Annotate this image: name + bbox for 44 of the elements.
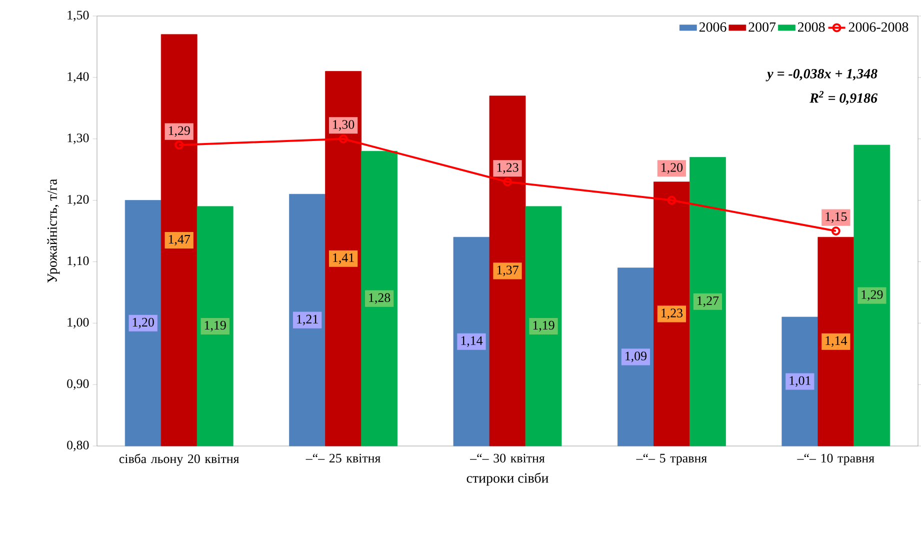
x-tick-label: –“– 10 травня: [797, 454, 874, 466]
y-tick-label: 0,90: [67, 379, 89, 390]
data-label: 1,30: [333, 120, 354, 131]
x-tick-label: –“– 30 квітня: [470, 454, 545, 463]
legend-label: 2006-2008: [848, 22, 908, 32]
y-tick-label: 1,50: [68, 10, 89, 22]
x-tick-label: –“– 5 травня: [636, 454, 707, 466]
data-label: 1,09: [626, 352, 646, 362]
y-tick-label: 0,80: [67, 440, 89, 452]
legend-label: 2008: [798, 22, 825, 32]
data-label: 1,23: [497, 163, 518, 174]
legend-label: 2006: [699, 22, 726, 32]
x-axis-title: стироки сівби: [466, 472, 548, 486]
y-tick-label: 1,10: [68, 256, 89, 268]
data-label: 1,23: [662, 308, 683, 320]
point: [338, 134, 348, 144]
data-label: 1,41: [333, 253, 354, 264]
data-label: 1,21: [297, 314, 318, 326]
data-label: 1,37: [497, 266, 518, 276]
data-label: 1,29: [862, 290, 883, 301]
legend-label: 2007: [748, 22, 776, 32]
data-label: 1,20: [132, 318, 154, 328]
data-label: 1,14: [826, 336, 848, 347]
data-label: 1,20: [662, 163, 683, 174]
data-label: 1,27: [698, 296, 719, 307]
x-tick-label: сівба льону 20 квітня: [119, 454, 240, 466]
annotation: y = -0,038x + 1,348: [766, 68, 878, 82]
y-tick-label: 1,40: [68, 72, 89, 83]
point: [667, 196, 676, 205]
data-label: 1,28: [369, 293, 390, 304]
data-label: 1,15: [826, 212, 847, 223]
y-tick-label: 1,00: [68, 318, 89, 328]
y-tick-label: 1,20: [68, 194, 89, 206]
data-label: 1,29: [168, 126, 190, 137]
y-tick-label: 1,30: [68, 134, 89, 144]
data-label: 1,19: [204, 320, 226, 332]
data-label: 1,19: [533, 320, 554, 332]
data-label: 1,01: [790, 376, 810, 387]
data-label: 1,47: [168, 234, 190, 246]
annotation: R$^{2}$ = 0,9186: [810, 90, 878, 105]
x-tick-label: –“– 25 квітня: [306, 454, 380, 463]
point: [503, 177, 512, 186]
data-label: 1,14: [461, 336, 483, 347]
y-axis-title: Урожайність, т/га: [47, 179, 60, 283]
